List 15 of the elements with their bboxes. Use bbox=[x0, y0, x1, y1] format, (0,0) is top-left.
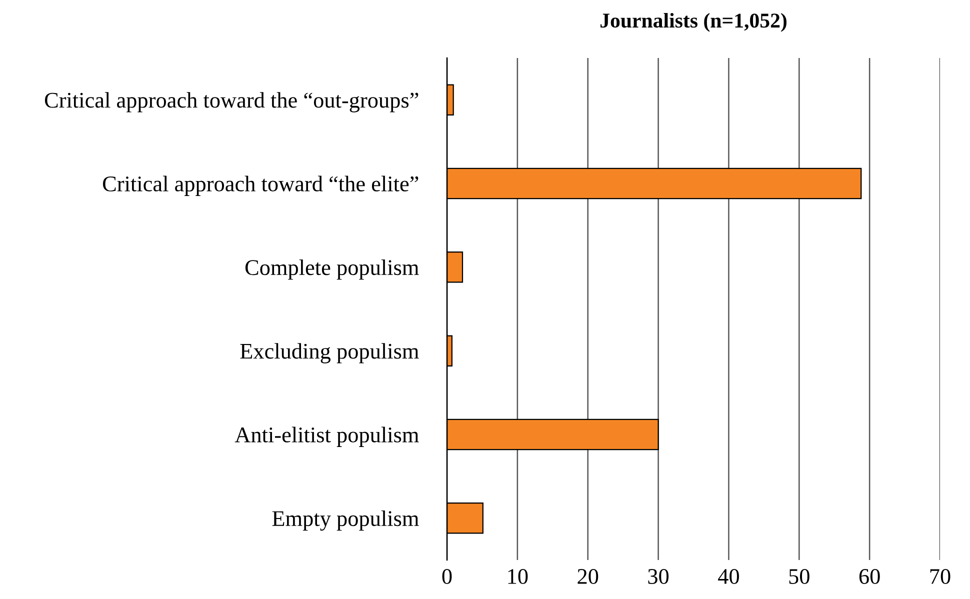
x-tick-label: 0 bbox=[442, 568, 452, 584]
chart-title: Journalists (n=1,052) bbox=[600, 12, 786, 32]
y-tick-label: Anti-elitist populism bbox=[234, 426, 419, 447]
x-tick-label: 20 bbox=[578, 568, 598, 584]
x-tick-label: 40 bbox=[718, 568, 739, 584]
x-tick-label: 10 bbox=[508, 568, 528, 584]
y-tick-label: Critical approach toward “the elite” bbox=[102, 176, 418, 196]
y-tick-label: Complete populism bbox=[245, 259, 419, 280]
x-tick-label: 60 bbox=[859, 568, 880, 584]
y-tick-label: Excluding populism bbox=[240, 343, 419, 364]
x-tick-label: 50 bbox=[789, 568, 810, 584]
y-tick-label: Critical approach toward the “out-groups” bbox=[44, 92, 418, 112]
x-tick-label: 70 bbox=[930, 568, 950, 584]
y-tick-label: Empty populism bbox=[272, 510, 419, 531]
x-tick-label: 30 bbox=[648, 568, 669, 584]
